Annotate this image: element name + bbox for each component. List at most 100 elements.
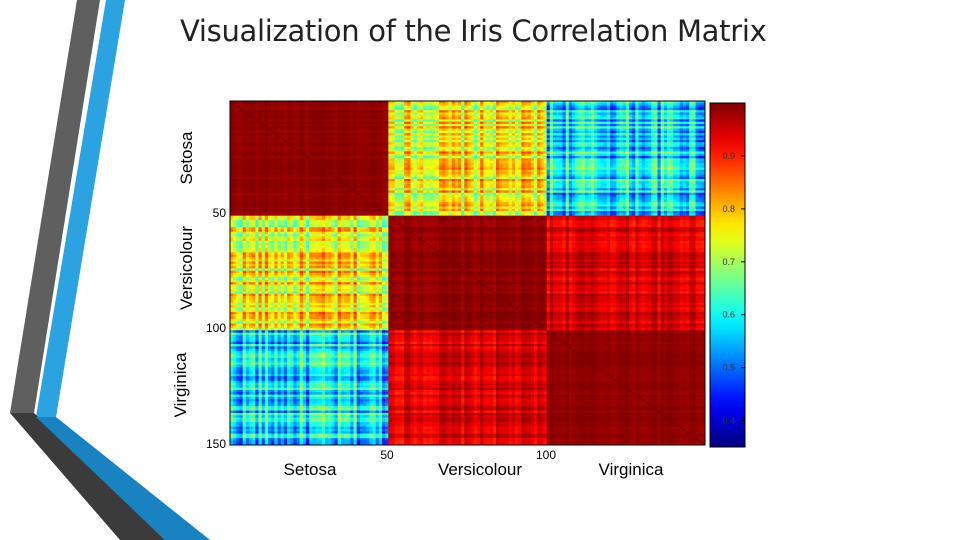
heatmap-cell	[480, 114, 484, 118]
heatmap-cell	[651, 160, 655, 164]
heatmap-cell	[651, 119, 655, 123]
heatmap-cell	[600, 162, 605, 166]
heatmap-cell	[597, 156, 601, 159]
heatmap-cell	[511, 126, 516, 129]
heatmap-cell	[515, 119, 519, 123]
heatmap-cell	[385, 174, 389, 178]
heatmap-cell	[230, 121, 234, 125]
heatmap-cell	[692, 130, 696, 134]
heatmap-cell	[442, 105, 446, 109]
heatmap-cell	[401, 123, 405, 127]
heatmap-cell	[489, 169, 494, 173]
heatmap-cell	[287, 139, 291, 143]
heatmap-cell	[540, 144, 544, 148]
heatmap-cell	[477, 174, 481, 178]
heatmap-cell	[413, 151, 418, 155]
heatmap-cell	[534, 142, 538, 145]
heatmap-cell	[337, 119, 342, 123]
heatmap-cell	[499, 119, 503, 123]
heatmap-cell	[692, 137, 696, 141]
heatmap-cell	[559, 112, 563, 116]
heatmap-cell	[467, 107, 472, 111]
heatmap-cell	[312, 169, 316, 173]
heatmap-cell	[527, 123, 532, 127]
heatmap-cell	[679, 135, 684, 139]
heatmap-cell	[549, 144, 554, 148]
heatmap-cell	[426, 158, 430, 162]
heatmap-cell	[334, 165, 339, 168]
heatmap-cell	[249, 130, 253, 134]
heatmap-cell	[334, 167, 339, 171]
heatmap-cell	[635, 149, 639, 152]
heatmap-cell	[264, 119, 269, 123]
heatmap-cell	[667, 119, 671, 123]
heatmap-cell	[382, 128, 386, 132]
heatmap-cell	[382, 112, 386, 116]
heatmap-cell	[562, 162, 567, 166]
heatmap-cell	[521, 165, 525, 168]
heatmap-cell	[667, 174, 671, 178]
heatmap-cell	[325, 123, 329, 127]
heatmap-cell	[448, 135, 453, 139]
heatmap-cell	[698, 158, 703, 162]
heatmap-cell	[511, 130, 516, 134]
heatmap-cell	[689, 146, 693, 150]
heatmap-cell	[648, 139, 652, 143]
heatmap-cell	[287, 151, 291, 155]
heatmap-cell	[695, 112, 700, 116]
heatmap-cell	[534, 167, 538, 171]
heatmap-cell	[363, 162, 367, 166]
heatmap-cell	[429, 142, 434, 145]
heatmap-cell	[445, 146, 449, 150]
heatmap-cell	[502, 172, 506, 175]
heatmap-cell	[616, 142, 620, 145]
heatmap-cell	[543, 105, 548, 109]
heatmap-cell	[255, 156, 259, 159]
heatmap-cell	[385, 172, 389, 175]
heatmap-cell	[363, 135, 367, 139]
heatmap-cell	[502, 130, 506, 134]
heatmap-cell	[416, 174, 421, 178]
heatmap-cell	[302, 151, 307, 155]
heatmap-cell	[366, 137, 370, 141]
heatmap-cell	[423, 123, 427, 127]
heatmap-cell	[587, 160, 592, 164]
heatmap-cell	[480, 162, 484, 166]
heatmap-cell	[435, 149, 440, 152]
heatmap-cell	[565, 146, 570, 150]
heatmap-cell	[382, 174, 386, 178]
heatmap-cell	[597, 126, 601, 129]
heatmap-cell	[565, 142, 570, 145]
heatmap-cell	[527, 114, 532, 118]
heatmap-cell	[340, 119, 345, 123]
heatmap-cell	[258, 121, 263, 125]
heatmap-cell	[394, 101, 399, 104]
heatmap-cell	[261, 146, 266, 150]
heatmap-cell	[245, 142, 250, 145]
heatmap-cell	[318, 133, 323, 136]
heatmap-cell	[261, 156, 266, 159]
heatmap-cell	[603, 160, 608, 164]
heatmap-cell	[439, 169, 443, 173]
heatmap-cell	[264, 142, 269, 145]
heatmap-cell	[676, 130, 681, 134]
heatmap-cell	[458, 110, 462, 113]
heatmap-cell	[309, 107, 313, 111]
heatmap-cell	[565, 105, 570, 109]
heatmap-cell	[496, 151, 500, 155]
heatmap-cell	[375, 137, 380, 141]
heatmap-cell	[401, 105, 405, 109]
heatmap-cell	[277, 133, 282, 136]
heatmap-cell	[432, 105, 437, 109]
heatmap-cell	[534, 107, 538, 111]
heatmap-cell	[556, 119, 560, 123]
heatmap-cell	[378, 158, 383, 162]
heatmap-cell	[610, 110, 614, 113]
heatmap-cell	[312, 174, 316, 178]
heatmap-cell	[464, 149, 468, 152]
heatmap-cell	[641, 142, 646, 145]
heatmap-cell	[575, 151, 579, 155]
heatmap-cell	[435, 162, 440, 166]
heatmap-cell	[635, 114, 639, 118]
heatmap-cell	[679, 133, 684, 136]
